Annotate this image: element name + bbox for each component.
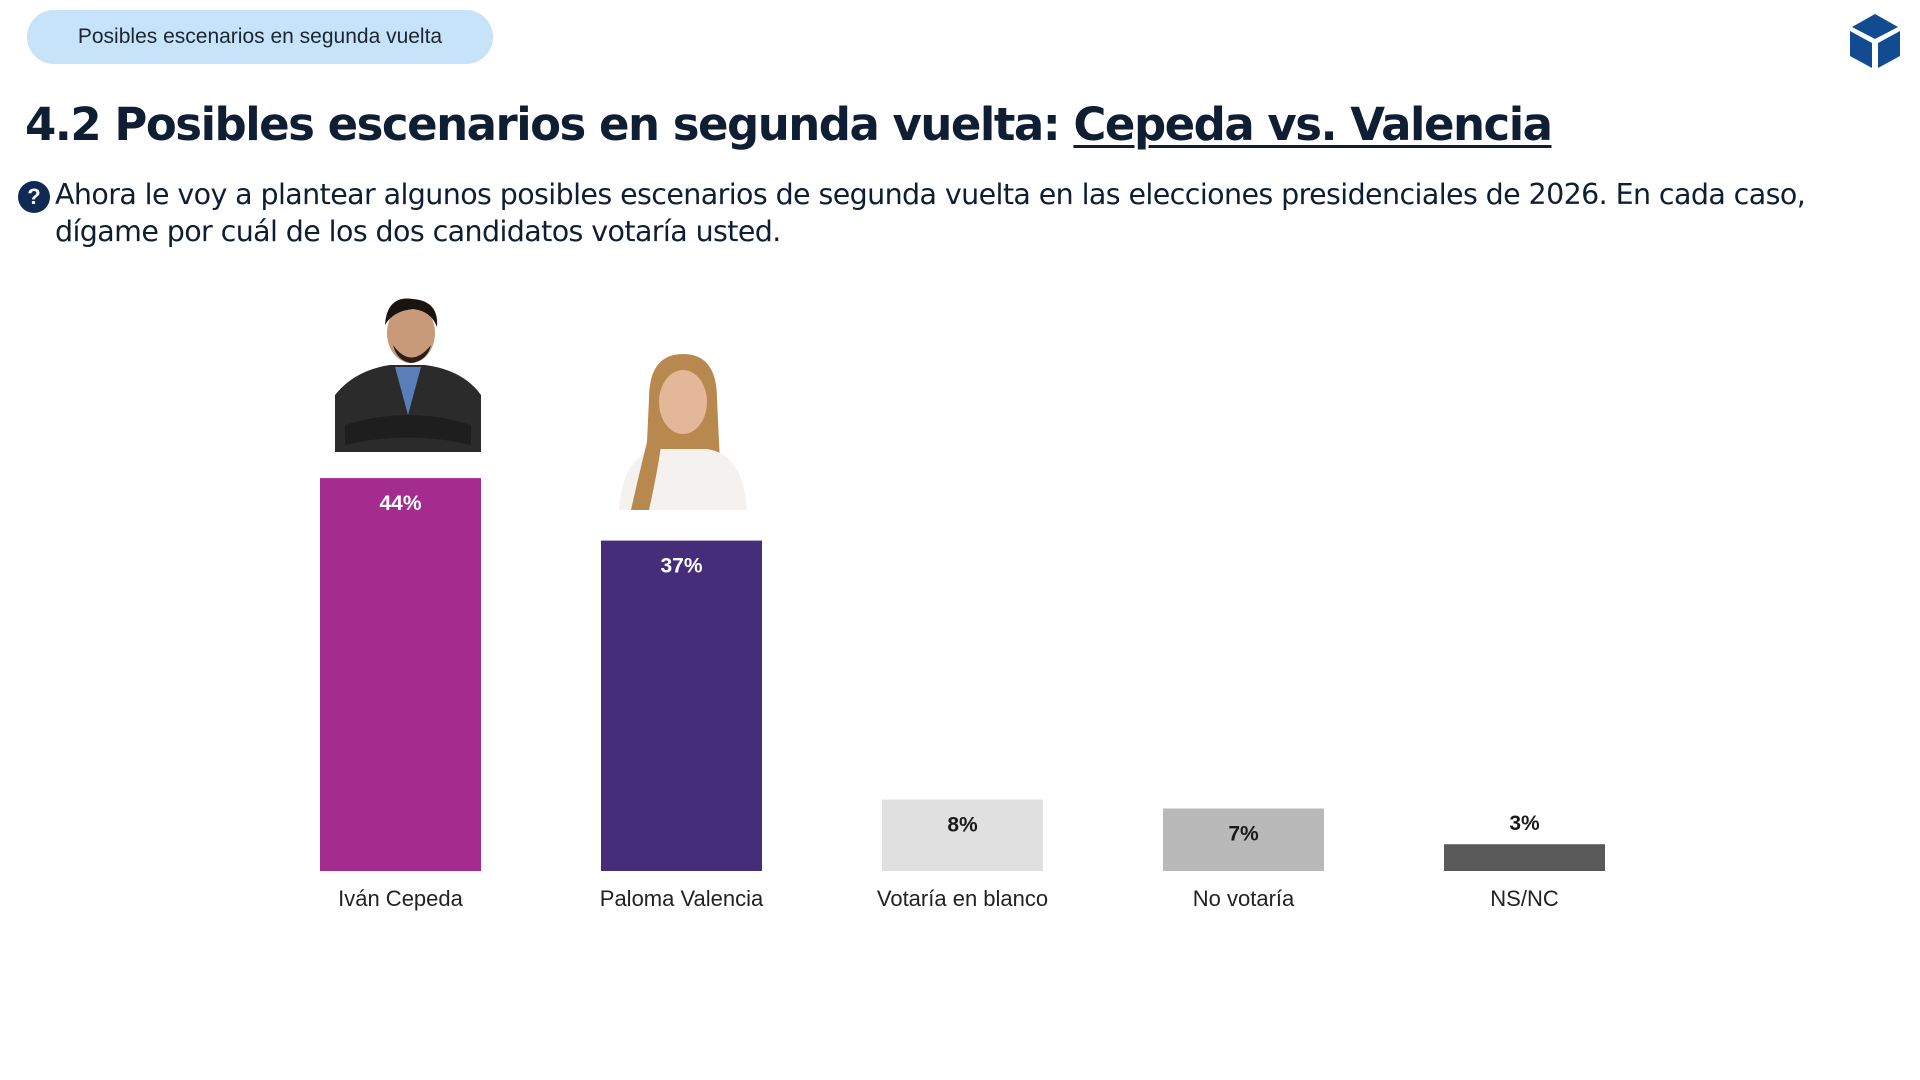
category-label: Iván Cepeda [338,886,464,911]
question-circle-icon: ? [18,181,50,213]
data-label: 37% [660,555,702,578]
bar-4 [1444,844,1605,871]
bar-0 [320,478,481,871]
data-label: 7% [1228,822,1259,845]
data-label: 8% [947,814,978,837]
section-pill: Posibles escenarios en segunda vuelta [27,10,493,64]
category-label: NS/NC [1490,886,1559,911]
category-label: Paloma Valencia [600,886,764,911]
category-label: No votaría [1193,886,1295,911]
page-title: 4.2 Posibles escenarios en segunda vuelt… [25,98,1553,151]
cepeda-photo [335,295,481,452]
data-label: 3% [1509,812,1540,835]
cube-icon [1850,14,1900,68]
bar-1 [601,540,762,871]
category-label: Votaría en blanco [877,886,1048,911]
bar-2 [882,799,1043,871]
title-highlight: Cepeda vs. Valencia [1073,98,1553,151]
data-label: 44% [379,492,421,515]
section-pill-label: Posibles escenarios en segunda vuelta [77,25,443,48]
valencia-photo [609,354,757,510]
survey-question: Ahora le voy a plantear algunos posibles… [55,178,1806,248]
title-prefix: 4.2 Posibles escenarios en segunda vuelt… [25,98,1074,151]
bar-3 [1163,808,1324,871]
